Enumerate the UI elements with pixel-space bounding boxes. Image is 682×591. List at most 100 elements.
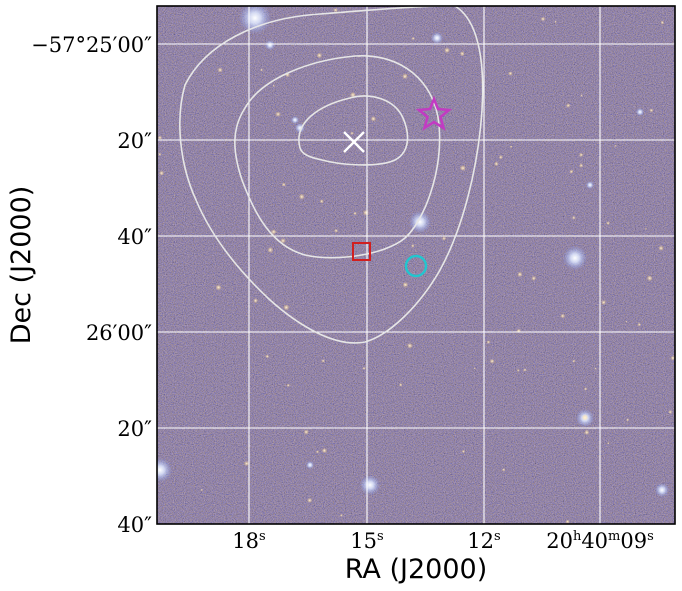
star-point xyxy=(362,366,366,370)
star-point xyxy=(239,6,271,34)
star-point xyxy=(272,84,275,88)
contour-middle xyxy=(234,55,441,259)
star-point xyxy=(333,7,338,13)
star-point xyxy=(281,182,286,187)
star-point xyxy=(625,320,628,323)
star-point xyxy=(402,281,409,288)
star-point xyxy=(581,414,589,421)
star-point xyxy=(670,355,675,361)
star-point xyxy=(243,460,250,467)
star-point xyxy=(579,163,584,168)
star-point xyxy=(370,116,377,122)
circle-marker xyxy=(404,254,428,278)
star-point xyxy=(649,108,654,113)
star-point xyxy=(319,199,324,204)
star-point xyxy=(502,468,506,472)
star-point xyxy=(563,246,587,270)
star-point xyxy=(644,227,648,231)
star-point xyxy=(280,238,286,244)
star-point xyxy=(660,20,665,25)
star-point xyxy=(298,193,305,200)
star-point xyxy=(283,304,290,311)
star-point xyxy=(306,461,314,469)
star-point xyxy=(516,369,520,372)
square-marker xyxy=(352,242,371,261)
x-tick-label: 20h40m09s xyxy=(546,529,654,553)
star-point xyxy=(265,40,275,50)
star-point xyxy=(459,51,465,57)
star-point xyxy=(586,181,594,189)
cross-marker xyxy=(343,131,365,153)
x-axis-label: RA (J2000) xyxy=(345,554,487,585)
star-point xyxy=(658,245,664,251)
star-point xyxy=(517,271,523,278)
star-point xyxy=(217,67,223,73)
star-point xyxy=(531,275,537,281)
star-point xyxy=(489,358,495,364)
star-point xyxy=(508,71,513,76)
y-tick-label: −57°25′00″ xyxy=(31,33,152,57)
star-point xyxy=(554,20,557,24)
star-point xyxy=(584,387,588,391)
contour-outer xyxy=(179,6,484,344)
contour-lines xyxy=(179,6,484,344)
star-point xyxy=(655,483,669,497)
star-point xyxy=(509,145,513,148)
star-point xyxy=(560,313,566,319)
star-point xyxy=(265,354,270,359)
star-point xyxy=(441,236,447,241)
star-point xyxy=(565,519,570,524)
star-point xyxy=(215,284,222,291)
star-point xyxy=(362,209,370,216)
star-point xyxy=(461,449,466,454)
star-point xyxy=(316,52,323,59)
star-point xyxy=(200,488,203,492)
y-tick-label: 26′00″ xyxy=(86,321,152,345)
star-point xyxy=(159,170,165,176)
star-point xyxy=(398,383,403,387)
star-point xyxy=(157,135,163,140)
star-point xyxy=(286,383,290,387)
y-tick-label: 20″ xyxy=(117,129,152,153)
star-point xyxy=(584,429,590,436)
star-point xyxy=(614,144,617,147)
star-point xyxy=(291,116,299,124)
star-point xyxy=(594,367,597,370)
x-tick-label: 15s xyxy=(350,529,383,553)
star-point xyxy=(473,367,476,370)
star-point xyxy=(637,322,642,327)
star-point xyxy=(267,247,274,253)
y-tick-label: 20″ xyxy=(117,417,152,441)
star-point xyxy=(303,429,309,435)
coordinate-grid xyxy=(157,6,675,524)
star-point xyxy=(601,299,607,305)
star-point xyxy=(606,221,610,226)
y-tick-label: 40″ xyxy=(117,225,152,249)
star-point xyxy=(668,410,673,414)
star-point xyxy=(321,359,326,363)
y-tick-label: 40″ xyxy=(117,513,152,537)
star-point xyxy=(339,513,343,517)
star-point xyxy=(353,211,357,216)
star-point xyxy=(626,418,630,422)
x-tick-label: 12s xyxy=(467,529,500,553)
star-point xyxy=(565,103,571,108)
star-point xyxy=(157,458,172,482)
star-point xyxy=(158,152,162,156)
star-point xyxy=(402,73,408,80)
star-point xyxy=(580,94,583,97)
star-point xyxy=(411,36,415,41)
star-point xyxy=(571,215,576,220)
plot-frame xyxy=(156,5,676,525)
star-point xyxy=(572,359,576,363)
star-point xyxy=(360,475,380,495)
star-point xyxy=(579,152,584,158)
star-point xyxy=(270,229,277,235)
star-point xyxy=(431,32,443,44)
star-point xyxy=(307,497,313,503)
star-point xyxy=(646,275,653,282)
star-point xyxy=(498,155,503,160)
x-tick-label: 18s xyxy=(232,529,265,553)
star-point xyxy=(486,340,491,344)
